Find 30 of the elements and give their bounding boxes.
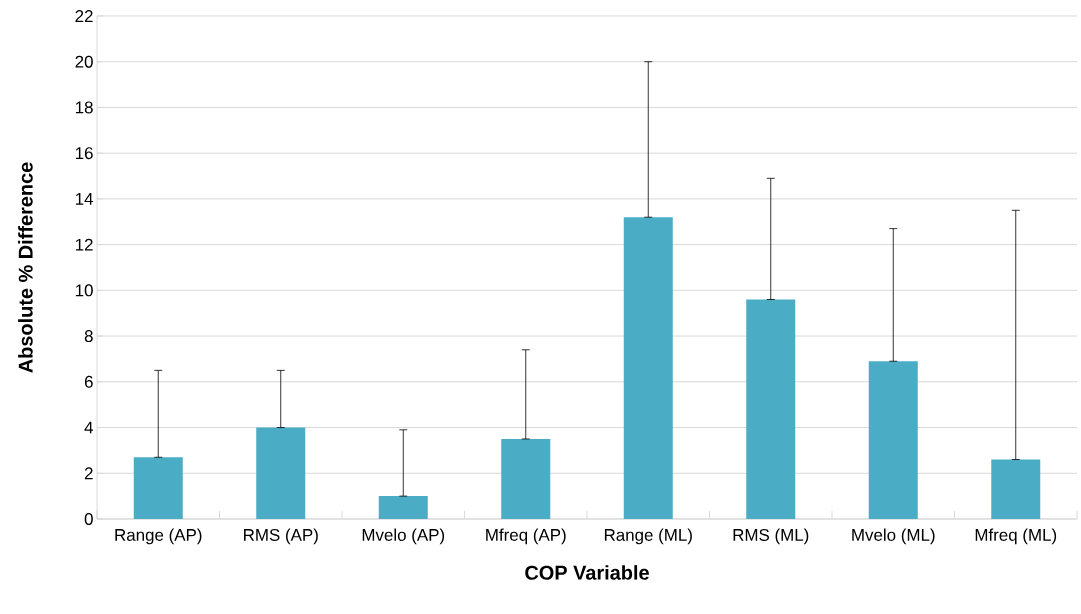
y-tick-label: 2 [84,467,93,480]
bar [378,496,428,519]
bar [991,459,1041,519]
bar [501,438,551,519]
y-tick-label: 18 [75,101,93,114]
y-axis-title: Absolute % Difference [18,162,33,373]
y-tick-label: 6 [84,375,93,388]
y-tick-label: 0 [84,512,93,525]
y-tick-label: 22 [75,10,93,22]
bar [623,217,673,519]
x-tick-label: Mvelo (AP) [362,528,445,545]
y-tick-label: 12 [75,238,93,251]
x-tick-label: RMS (AP) [244,528,318,545]
x-tick-label: Mvelo (ML) [852,528,935,545]
x-axis-title: COP Variable [525,565,649,580]
y-tick-label: 8 [84,330,93,343]
y-tick-label: 14 [75,193,93,205]
x-tick-label: Range (AP) [115,528,202,545]
y-tick-label: 10 [75,284,93,297]
bar [256,427,306,519]
x-tick-label: Mfreq (ML) [975,528,1057,545]
y-tick-label: 16 [75,147,93,160]
y-tick-label: 20 [75,55,93,68]
bar [746,299,796,519]
x-tick-label: Range (ML) [604,528,692,545]
x-tick-label: Mfreq (AP) [486,528,566,545]
x-tick-label: RMS (ML) [733,528,809,545]
bar [133,457,183,519]
y-tick-label: 4 [84,421,93,434]
bar [868,361,918,519]
